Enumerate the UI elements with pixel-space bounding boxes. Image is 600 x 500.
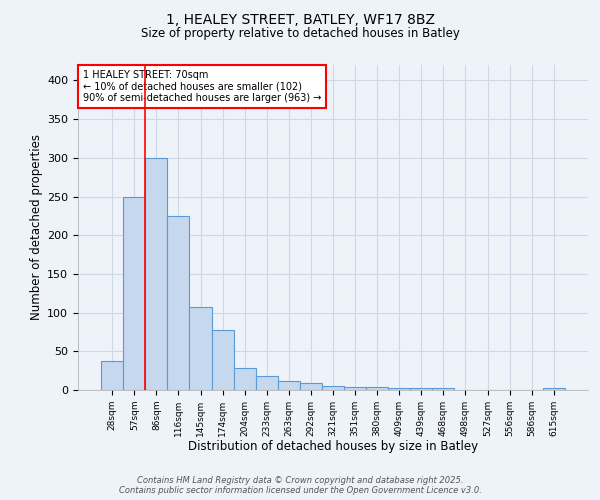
Bar: [543, 388, 565, 390]
Bar: [388, 388, 410, 390]
Bar: [190, 307, 212, 390]
Text: 1 HEALEY STREET: 70sqm
← 10% of detached houses are smaller (102)
90% of semi-de: 1 HEALEY STREET: 70sqm ← 10% of detached…: [83, 70, 322, 103]
Bar: [123, 196, 145, 390]
Bar: [212, 330, 233, 390]
Bar: [433, 388, 454, 390]
Bar: [167, 216, 190, 390]
Bar: [233, 368, 256, 390]
Bar: [278, 380, 300, 390]
Bar: [145, 158, 167, 390]
Bar: [101, 360, 123, 390]
Text: Size of property relative to detached houses in Batley: Size of property relative to detached ho…: [140, 28, 460, 40]
Bar: [322, 386, 344, 390]
Text: Contains HM Land Registry data © Crown copyright and database right 2025.
Contai: Contains HM Land Registry data © Crown c…: [119, 476, 481, 495]
Bar: [410, 388, 433, 390]
Bar: [256, 376, 278, 390]
Y-axis label: Number of detached properties: Number of detached properties: [30, 134, 43, 320]
Bar: [366, 387, 388, 390]
Text: 1, HEALEY STREET, BATLEY, WF17 8BZ: 1, HEALEY STREET, BATLEY, WF17 8BZ: [166, 12, 434, 26]
X-axis label: Distribution of detached houses by size in Batley: Distribution of detached houses by size …: [188, 440, 478, 454]
Bar: [300, 383, 322, 390]
Bar: [344, 387, 366, 390]
